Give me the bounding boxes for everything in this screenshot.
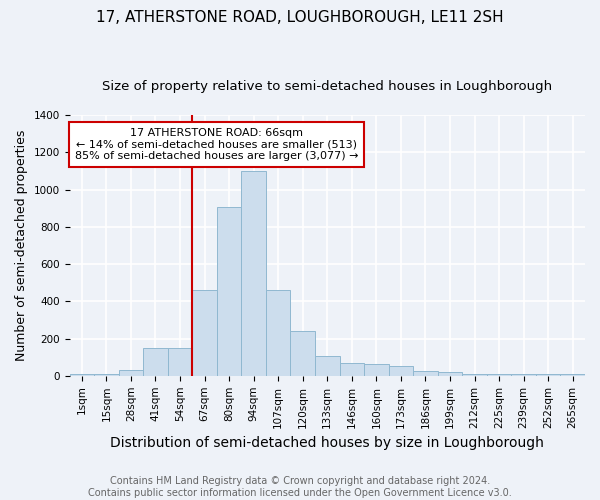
Bar [487,374,511,376]
Bar [266,290,290,376]
Bar [119,370,143,376]
Bar [560,374,585,376]
Title: Size of property relative to semi-detached houses in Loughborough: Size of property relative to semi-detach… [102,80,553,93]
Bar [340,363,364,376]
Bar [94,374,119,376]
Bar [462,374,487,376]
X-axis label: Distribution of semi-detached houses by size in Loughborough: Distribution of semi-detached houses by … [110,436,544,450]
Y-axis label: Number of semi-detached properties: Number of semi-detached properties [15,130,28,361]
Bar [217,207,241,376]
Text: 17, ATHERSTONE ROAD, LOUGHBOROUGH, LE11 2SH: 17, ATHERSTONE ROAD, LOUGHBOROUGH, LE11 … [96,10,504,25]
Text: Contains HM Land Registry data © Crown copyright and database right 2024.
Contai: Contains HM Land Registry data © Crown c… [88,476,512,498]
Bar [536,374,560,376]
Bar [241,171,266,376]
Bar [438,372,462,376]
Bar [192,290,217,376]
Bar [413,371,438,376]
Bar [511,374,536,376]
Bar [70,374,94,376]
Bar [315,356,340,376]
Text: 17 ATHERSTONE ROAD: 66sqm
← 14% of semi-detached houses are smaller (513)
85% of: 17 ATHERSTONE ROAD: 66sqm ← 14% of semi-… [75,128,359,161]
Bar [364,364,389,376]
Bar [389,366,413,376]
Bar [290,330,315,376]
Bar [168,348,192,376]
Bar [143,348,168,376]
